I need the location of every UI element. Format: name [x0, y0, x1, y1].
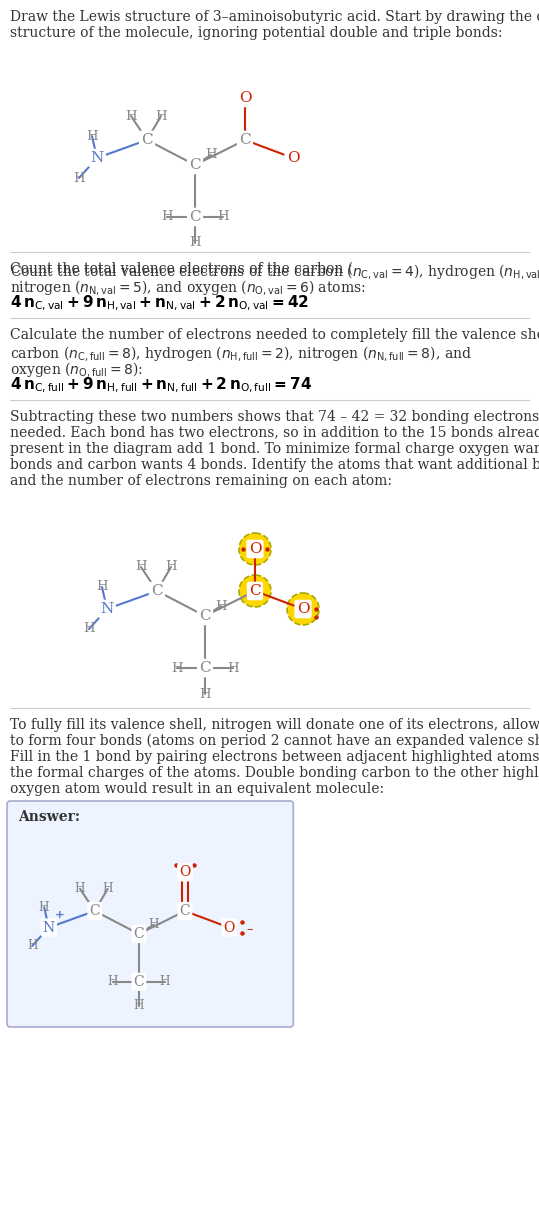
- Text: H: H: [73, 172, 85, 184]
- Text: N: N: [100, 602, 114, 616]
- Text: $\mathbf{4\,n_{\mathrm{C,full}}+9\,n_{\mathrm{H,full}}+n_{\mathrm{N,full}}+2\,n_: $\mathbf{4\,n_{\mathrm{C,full}}+9\,n_{\m…: [10, 376, 312, 395]
- Text: C: C: [134, 974, 144, 989]
- Text: N: N: [91, 152, 103, 165]
- Text: H: H: [155, 109, 167, 122]
- Text: $\mathbf{4\,n_{\mathrm{C,val}}+9\,n_{\mathrm{H,val}}+n_{\mathrm{N,val}}+2\,n_{\m: $\mathbf{4\,n_{\mathrm{C,val}}+9\,n_{\ma…: [10, 295, 309, 313]
- Text: H: H: [75, 882, 85, 896]
- Text: O: O: [239, 91, 251, 105]
- Text: oxygen ($n_{\mathrm{O,full}}=8$):: oxygen ($n_{\mathrm{O,full}}=8$):: [10, 360, 143, 379]
- Text: carbon ($n_{\mathrm{C,full}}=8$), hydrogen ($n_{\mathrm{H,full}}=2$), nitrogen (: carbon ($n_{\mathrm{C,full}}=8$), hydrog…: [10, 344, 472, 364]
- Text: +: +: [55, 910, 65, 920]
- Text: H: H: [135, 560, 147, 573]
- Text: C: C: [199, 661, 211, 675]
- Text: To fully fill its valence shell, nitrogen will donate one of its electrons, allo: To fully fill its valence shell, nitroge…: [10, 718, 539, 732]
- Text: H: H: [227, 662, 239, 675]
- Text: and the number of electrons remaining on each atom:: and the number of electrons remaining on…: [10, 474, 392, 488]
- Text: N: N: [43, 921, 55, 934]
- Text: H: H: [217, 211, 229, 223]
- Text: O: O: [296, 602, 309, 616]
- Text: Calculate the number of electrons needed to completely fill the valence shells f: Calculate the number of electrons needed…: [10, 328, 539, 342]
- Text: nitrogen ($n_{\mathrm{N,val}}=5$), and oxygen ($n_{\mathrm{O,val}}=6$) atoms:: nitrogen ($n_{\mathrm{N,val}}=5$), and o…: [10, 278, 366, 297]
- Ellipse shape: [239, 533, 271, 565]
- Text: H: H: [125, 109, 137, 122]
- FancyBboxPatch shape: [7, 801, 293, 1027]
- Text: H: H: [161, 211, 173, 223]
- Text: oxygen atom would result in an equivalent molecule:: oxygen atom would result in an equivalen…: [10, 782, 384, 796]
- Text: needed. Each bond has two electrons, so in addition to the 15 bonds already: needed. Each bond has two electrons, so …: [10, 425, 539, 440]
- Text: –: –: [246, 922, 252, 936]
- Text: H: H: [171, 662, 183, 675]
- Text: present in the diagram add 1 bond. To minimize formal charge oxygen wants 2: present in the diagram add 1 bond. To mi…: [10, 442, 539, 456]
- Text: H: H: [148, 919, 159, 931]
- Text: H: H: [189, 236, 201, 250]
- Text: bonds and carbon wants 4 bonds. Identify the atoms that want additional bonds: bonds and carbon wants 4 bonds. Identify…: [10, 458, 539, 471]
- Text: Subtracting these two numbers shows that 74 – 42 = 32 bonding electrons are: Subtracting these two numbers shows that…: [10, 410, 539, 424]
- Text: C: C: [239, 133, 251, 147]
- Text: H: H: [215, 600, 227, 612]
- Text: H: H: [205, 149, 217, 161]
- Text: O: O: [287, 152, 299, 165]
- Text: H: H: [96, 581, 108, 594]
- Text: Count the total valence electrons of the carbon (: Count the total valence electrons of the…: [10, 262, 353, 276]
- Text: O: O: [179, 865, 191, 880]
- Text: C: C: [141, 133, 153, 147]
- Text: C: C: [179, 904, 190, 917]
- Text: H: H: [86, 130, 98, 143]
- Text: C: C: [249, 584, 261, 598]
- Text: C: C: [189, 210, 201, 224]
- Ellipse shape: [287, 593, 319, 625]
- Text: H: H: [27, 939, 38, 953]
- Text: H: H: [160, 976, 170, 988]
- Text: C: C: [189, 158, 201, 172]
- Text: Fill in the 1 bond by pairing electrons between adjacent highlighted atoms, noti: Fill in the 1 bond by pairing electrons …: [10, 750, 539, 764]
- Text: H: H: [102, 882, 113, 896]
- Text: H: H: [165, 560, 177, 573]
- Text: structure of the molecule, ignoring potential double and triple bonds:: structure of the molecule, ignoring pote…: [10, 25, 502, 40]
- Text: H: H: [108, 976, 119, 988]
- Text: O: O: [223, 921, 235, 934]
- Text: Count the total valence electrons of the carbon ($n_{\mathrm{C,val}}=4$), hydrog: Count the total valence electrons of the…: [10, 262, 539, 281]
- Text: C: C: [89, 904, 100, 917]
- Text: H: H: [134, 999, 144, 1012]
- Text: Answer:: Answer:: [18, 810, 80, 824]
- Text: C: C: [199, 608, 211, 623]
- Text: to form four bonds (atoms on period 2 cannot have an expanded valence shell).: to form four bonds (atoms on period 2 ca…: [10, 734, 539, 748]
- Text: H: H: [39, 901, 50, 914]
- Text: H: H: [199, 687, 211, 701]
- Text: Draw the Lewis structure of 3–aminoisobutyric acid. Start by drawing the overall: Draw the Lewis structure of 3–aminoisobu…: [10, 10, 539, 24]
- Text: H: H: [83, 623, 95, 635]
- Ellipse shape: [239, 574, 271, 607]
- Text: O: O: [248, 542, 261, 556]
- Text: C: C: [151, 584, 163, 598]
- Text: C: C: [134, 927, 144, 941]
- Text: the formal charges of the atoms. Double bonding carbon to the other highlighted: the formal charges of the atoms. Double …: [10, 766, 539, 781]
